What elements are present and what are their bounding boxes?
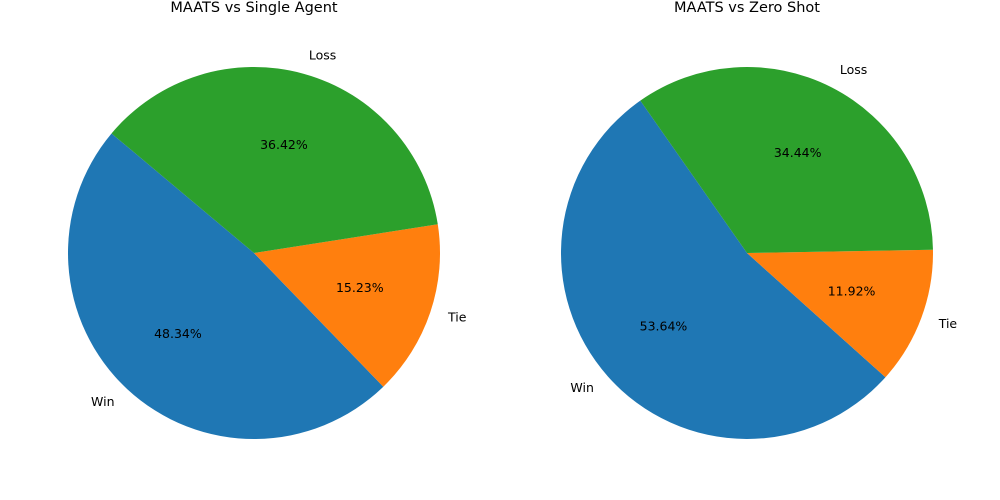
chart-title: MAATS vs Zero Shot bbox=[674, 0, 820, 16]
slice-percent-label: 36.42% bbox=[260, 137, 308, 152]
slice-category-label: Tie bbox=[938, 316, 958, 331]
slice-category-label: Tie bbox=[447, 310, 467, 325]
slice-category-label: Loss bbox=[309, 47, 336, 62]
slice-percent-label: 48.34% bbox=[154, 326, 202, 341]
slice-percent-label: 15.23% bbox=[336, 280, 384, 295]
slice-percent-label: 11.92% bbox=[828, 283, 876, 298]
chart-title: MAATS vs Single Agent bbox=[170, 0, 337, 16]
slice-category-label: Win bbox=[91, 394, 114, 409]
slice-percent-label: 34.44% bbox=[774, 145, 822, 160]
pie-slice-win bbox=[68, 133, 384, 439]
slice-category-label: Loss bbox=[840, 62, 867, 77]
pie-slice-tie bbox=[747, 249, 933, 378]
slice-percent-label: 53.64% bbox=[640, 319, 688, 334]
pie-slice-tie bbox=[254, 224, 441, 387]
pie-slice-loss bbox=[640, 67, 933, 254]
pie-slice-win bbox=[560, 100, 886, 440]
slice-category-label: Win bbox=[570, 380, 593, 395]
pie-chart-single-agent: MAATS vs Single Agent Win 48.34% Tie 15.23%… bbox=[68, 0, 467, 439]
pie-chart-zero-shot: MAATS vs Zero Shot Win 53.64% Tie 11.92% Los… bbox=[560, 0, 958, 440]
pie-slice-loss bbox=[111, 66, 438, 253]
